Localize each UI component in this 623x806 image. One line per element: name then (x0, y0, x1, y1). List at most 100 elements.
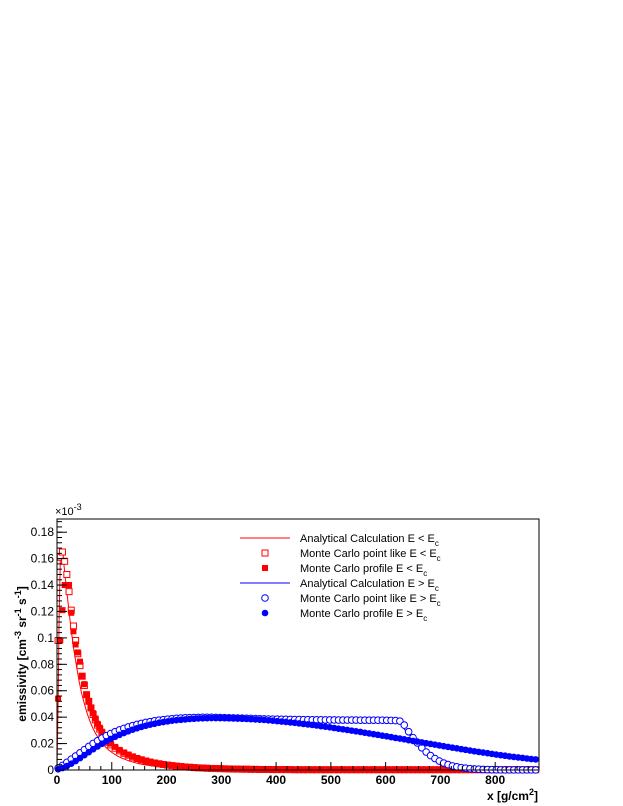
y-axis: 0 0.02 0.04 0.06 0.08 0.1 0.12 0.14 0.16 0.18 (31, 521, 67, 777)
data-point (243, 765, 250, 772)
legend-label-text: Monte Carlo profile E < E (300, 563, 423, 575)
data-point (79, 673, 86, 680)
data-point (57, 637, 64, 644)
y-tick-label: 0.12 (31, 604, 55, 618)
data-point (98, 728, 105, 735)
y-tick-label: 0.08 (31, 657, 55, 671)
data-point (282, 766, 289, 773)
data-point (410, 766, 417, 773)
data-point (195, 764, 202, 771)
x-tick-label: 400 (266, 773, 286, 787)
legend-filled-square-swatch (262, 565, 268, 571)
data-point (313, 766, 320, 773)
data-point (208, 765, 215, 772)
legend-label-text: Monte Carlo point like E < E (300, 548, 437, 560)
data-point (353, 766, 360, 773)
data-point (418, 766, 425, 773)
legend-label: Monte Carlo profile E > Ec (300, 608, 427, 623)
data-point (55, 695, 62, 702)
data-point (431, 766, 438, 773)
data-point (107, 740, 114, 747)
data-point (186, 763, 193, 770)
data-point (90, 710, 97, 717)
data-point (120, 749, 127, 756)
data-point (160, 761, 167, 768)
data-point (83, 691, 90, 698)
y-tick-label: 0.14 (31, 578, 55, 592)
legend-item: Monte Carlo point like E < Ec (261, 548, 441, 563)
data-point (129, 753, 136, 760)
x-tick-label: 100 (102, 773, 122, 787)
x-axis: 0 100 200 300 400 500 600 700 800 (54, 762, 540, 787)
data-point (287, 766, 294, 773)
data-point (63, 570, 71, 578)
legend-open-circle-swatch (261, 594, 269, 602)
data-point (400, 721, 409, 729)
data-point (204, 764, 211, 771)
data-point (392, 766, 399, 773)
data-point (112, 743, 119, 750)
data-point (81, 681, 88, 688)
data-point (199, 764, 206, 771)
legend-label-subscript: c (423, 569, 427, 578)
data-point (116, 746, 123, 753)
data-point (151, 759, 158, 766)
data-point (396, 766, 403, 773)
legend-label-text: Monte Carlo profile E > E (300, 608, 423, 620)
data-point (230, 765, 237, 772)
data-point (74, 649, 81, 656)
data-point (344, 766, 351, 773)
data-point (70, 628, 77, 635)
data-point (147, 758, 154, 765)
data-point (265, 766, 272, 773)
series-5 (54, 714, 540, 773)
data-point (322, 766, 329, 773)
legend-item: Analytical Calculation E > Ec (240, 578, 439, 593)
legend-label-subscript: c (435, 584, 439, 593)
data-point (304, 766, 311, 773)
y-tick-label: 0.06 (31, 684, 55, 698)
y-tick-label: 0.1 (37, 631, 54, 645)
data-point (440, 766, 447, 773)
data-point (234, 765, 241, 772)
y-axis-title: emissivity [cm-3 sr-1 s-1] (13, 586, 29, 721)
data-point (374, 766, 381, 773)
legend-label: Analytical Calculation E > Ec (300, 578, 439, 593)
y-tick-label: 0.16 (31, 552, 55, 566)
data-point (77, 658, 84, 665)
legend-label-text: Analytical Calculation E < E (300, 533, 435, 545)
y-tick-label: 0.04 (31, 710, 55, 724)
legend-label-subscript: c (435, 539, 439, 548)
legend-label-subscript: c (437, 554, 441, 563)
data-point (252, 766, 259, 773)
data-point (96, 724, 103, 731)
data-point (212, 765, 219, 772)
data-point (532, 756, 540, 763)
data-point (278, 766, 285, 773)
data-point (58, 548, 66, 556)
data-point (300, 766, 307, 773)
x-tick-label: 700 (430, 773, 450, 787)
y-tick-label: 0.18 (31, 525, 55, 539)
data-point (379, 766, 386, 773)
data-point (366, 766, 373, 773)
data-point (72, 641, 79, 648)
data-point (239, 765, 246, 772)
data-point (414, 766, 421, 773)
x-tick-label: 200 (157, 773, 177, 787)
legend-label: Monte Carlo point like E < Ec (300, 548, 441, 563)
legend-label: Monte Carlo profile E < Ec (300, 563, 427, 578)
data-point (182, 763, 189, 770)
data-point (423, 766, 430, 773)
data-point (357, 766, 364, 773)
data-point (169, 762, 176, 769)
data-point (173, 762, 180, 769)
data-point (142, 757, 149, 764)
data-point (291, 766, 298, 773)
x-tick-label: 300 (211, 773, 231, 787)
data-point (221, 765, 228, 772)
data-point (261, 766, 268, 773)
data-point (69, 622, 77, 630)
